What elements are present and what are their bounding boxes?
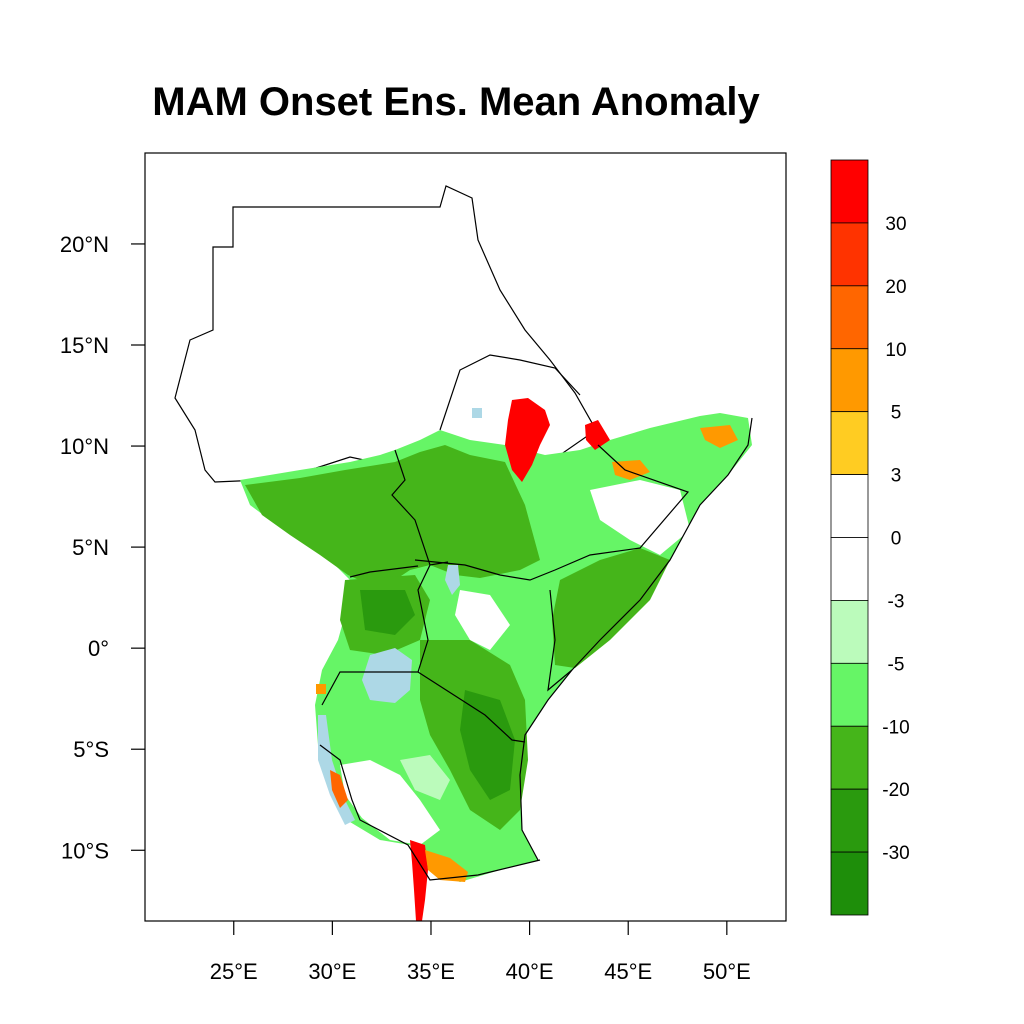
anomaly-field-medium-green: [552, 548, 670, 668]
map-panel: 25°E 30°E 35°E 40°E 45°E 50°E 20°N 15°N 10°N 5°N…: [60, 152, 787, 984]
colorbar-swatch: [830, 222, 869, 287]
map-content: [174, 185, 753, 921]
colorbar-label: 20: [885, 277, 906, 298]
colorbar-swatch: [830, 285, 869, 350]
colorbar-swatch: [830, 411, 869, 475]
lake-tanganyika: [318, 715, 355, 825]
colorbar-label: 30: [885, 214, 906, 235]
lon-tick-label: 50°E: [703, 959, 751, 984]
lake-turkana: [445, 565, 460, 595]
lon-tick-label: 45°E: [604, 959, 652, 984]
lake-victoria: [362, 648, 412, 703]
colorbar-label: -20: [882, 780, 909, 801]
lat-tick-label: 10°S: [61, 838, 109, 863]
colorbar-swatch: [830, 159, 869, 224]
colorbar-swatch: [830, 348, 869, 413]
lat-tick-label: 10°N: [60, 434, 109, 459]
colorbar-label: 0: [891, 529, 902, 550]
anomaly-field-white: [590, 480, 690, 555]
colorbar-swatch: [830, 474, 869, 538]
colorbar-label: -5: [888, 654, 905, 675]
anomaly-field-medium-green: [245, 445, 540, 585]
lake-tana: [472, 408, 482, 418]
colorbar-label: 5: [891, 403, 902, 424]
lon-tick-label: 30°E: [308, 959, 356, 984]
anomaly-field-white: [400, 755, 450, 800]
country-borders: [319, 354, 753, 881]
colorbar-label: 10: [885, 340, 906, 361]
map-frame: [144, 152, 787, 922]
latitude-axis: 20°N 15°N 10°N 5°N 0° 5°S 10°S: [60, 232, 145, 863]
lon-tick-label: 40°E: [506, 959, 554, 984]
lat-tick-label: 0°: [88, 636, 109, 661]
lon-tick-label: 25°E: [210, 959, 258, 984]
colorbar-swatch: [830, 725, 869, 790]
colorbar-label: 3: [891, 466, 902, 487]
lat-tick-label: 5°N: [72, 535, 109, 560]
colorbar-label: -10: [882, 717, 909, 738]
lat-tick-label: 20°N: [60, 232, 109, 257]
colorbar-swatch: [830, 851, 869, 916]
colorbar-swatch: [830, 537, 869, 601]
lat-tick-label: 15°N: [60, 333, 109, 358]
map-title: MAM Onset Ens. Mean Anomaly: [152, 80, 760, 124]
longitude-axis: 25°E 30°E 35°E 40°E 45°E 50°E: [210, 921, 751, 984]
anomaly-field-red: [410, 840, 428, 921]
anomaly-field-orange: [425, 850, 468, 882]
lat-tick-label: 5°S: [73, 737, 109, 762]
anomaly-field-orange: [316, 684, 326, 694]
anomaly-field-red: [585, 420, 610, 450]
anomaly-field-dark-green: [460, 690, 515, 800]
anomaly-field-red: [505, 398, 550, 482]
lon-tick-label: 35°E: [407, 959, 455, 984]
anomaly-field-dark-green: [360, 590, 415, 635]
anomaly-field-white: [455, 590, 510, 650]
colorbar-swatch: [830, 600, 869, 664]
colorbar-swatch: [830, 662, 869, 727]
colorbar-label: -30: [882, 843, 909, 864]
anomaly-field-orange: [330, 770, 348, 808]
colorbar-swatch: [830, 788, 869, 853]
colorbar-label: -3: [888, 591, 905, 612]
anomaly-field-white: [340, 760, 440, 845]
anomaly-field-orange: [700, 425, 738, 448]
